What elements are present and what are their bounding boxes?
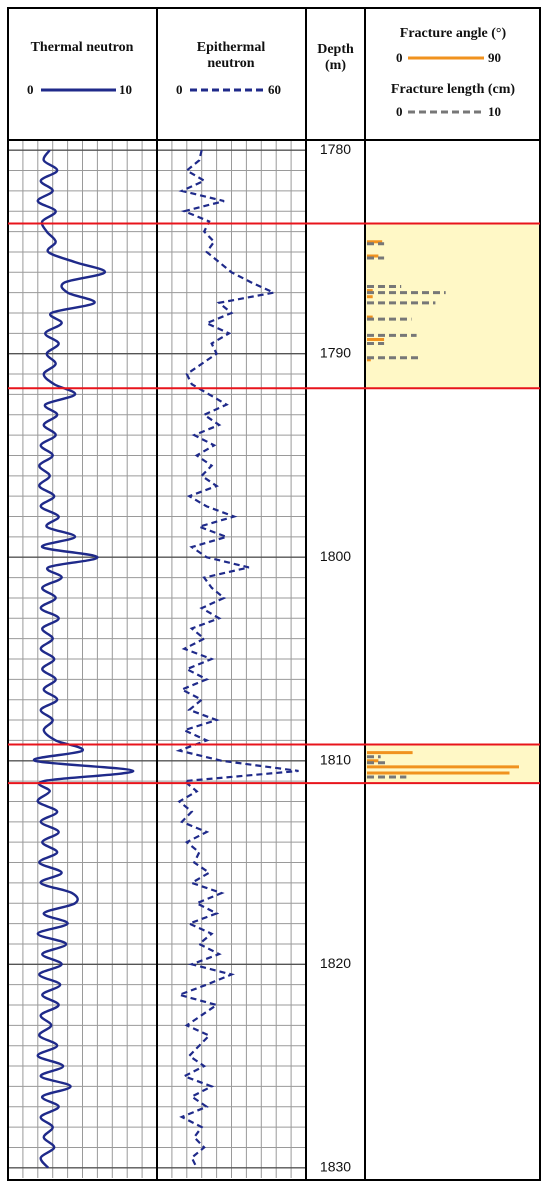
scale-max: 60 xyxy=(268,82,281,97)
frame xyxy=(7,7,541,1181)
scale-min: 0 xyxy=(27,82,34,97)
depth-label: 1800 xyxy=(320,548,351,564)
log-curve xyxy=(32,149,135,1169)
scale-min: 0 xyxy=(396,104,403,119)
track-title: Epithermal neutron xyxy=(196,40,266,71)
fracture-zone xyxy=(365,223,540,389)
depth-label: 1830 xyxy=(320,1159,351,1175)
depth-label: 1810 xyxy=(320,751,351,767)
scale-min: 0 xyxy=(176,82,183,97)
track-title: Fracture length (cm) xyxy=(390,82,516,97)
depth-label: 1790 xyxy=(320,344,351,360)
depth-title: Depth (m) xyxy=(317,42,354,73)
scale-min: 0 xyxy=(396,50,403,65)
depth-label: 1820 xyxy=(320,955,351,971)
track-title: Fracture angle (°) xyxy=(399,26,507,41)
track-title: Thermal neutron xyxy=(30,40,134,55)
depth-label: 1780 xyxy=(320,141,351,157)
scale-max: 90 xyxy=(488,50,501,65)
log-curve xyxy=(175,149,299,1169)
scale-max: 10 xyxy=(119,82,132,97)
scale-max: 10 xyxy=(488,104,501,119)
